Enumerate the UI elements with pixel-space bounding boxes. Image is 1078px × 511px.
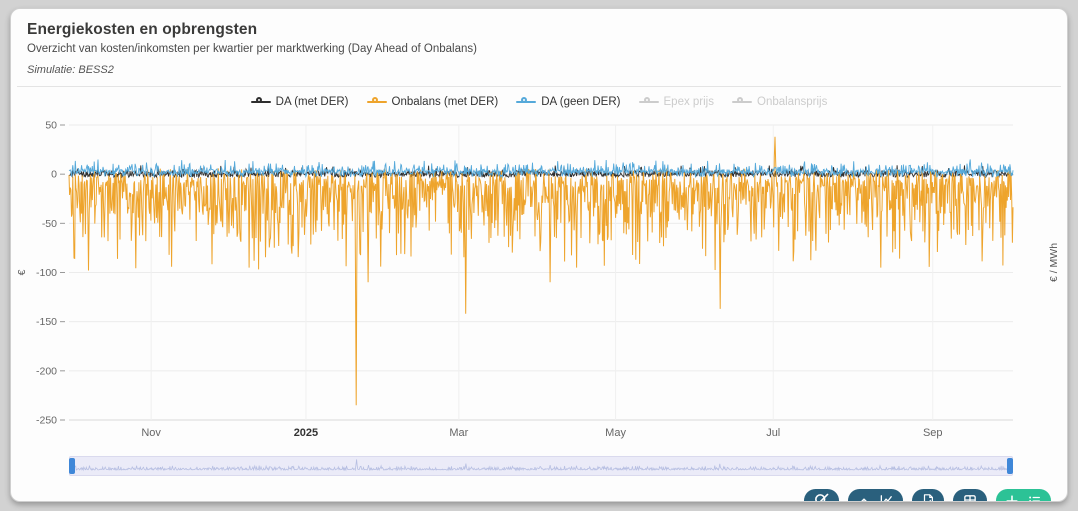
- svg-text:-50: -50: [42, 218, 57, 230]
- panel-header: Energiekosten en opbrengsten Overzicht v…: [11, 9, 1067, 76]
- svg-text:Jul: Jul: [766, 427, 780, 439]
- legend-label: Onbalans (met DER): [391, 96, 499, 108]
- add-series-button[interactable]: [996, 489, 1051, 501]
- line-chart-icon: [879, 493, 894, 501]
- legend-label: Epex prijs: [663, 96, 715, 108]
- svg-text:-150: -150: [36, 316, 57, 328]
- navigator-left-handle[interactable]: [69, 458, 75, 474]
- legend-marker-icon: [638, 97, 659, 107]
- legend-item-5[interactable]: Onbalansprijs: [732, 96, 827, 108]
- range-navigator[interactable]: [69, 456, 1013, 476]
- legend-item-1[interactable]: DA (met DER): [250, 96, 349, 108]
- svg-text:-100: -100: [36, 267, 57, 279]
- svg-text:Nov: Nov: [141, 427, 161, 439]
- reset-zoom-button[interactable]: [804, 489, 839, 501]
- legend-label: Onbalansprijs: [757, 96, 828, 108]
- chart-options-button[interactable]: [848, 489, 903, 501]
- svg-text:May: May: [605, 427, 626, 439]
- header-divider: [17, 86, 1061, 87]
- table-icon: [962, 493, 978, 501]
- data-table-button[interactable]: [953, 489, 987, 501]
- svg-text:2025: 2025: [294, 427, 318, 439]
- page-subtitle: Overzicht van kosten/inkomsten per kwart…: [27, 43, 477, 55]
- navigator-right-handle[interactable]: [1007, 458, 1013, 474]
- chart-legend: DA (met DER) Onbalans (met DER) DA (geen D…: [11, 89, 1067, 115]
- legend-label: DA (geen DER): [541, 96, 621, 108]
- checklist-icon: [1027, 494, 1042, 501]
- chart-canvas[interactable]: 50 0 -50 -100 -150 -200 -250 Nov 2025 Mar May Jul Se…: [11, 115, 1068, 445]
- svg-text:€ / MWh: € / MWh: [1048, 243, 1060, 282]
- legend-label: DA (met DER): [275, 96, 349, 108]
- legend-marker-icon: [732, 97, 752, 107]
- svg-text:0: 0: [51, 169, 57, 181]
- page-title: Energiekosten en opbrengsten: [27, 21, 258, 38]
- svg-text:Mar: Mar: [449, 427, 468, 439]
- magnifier-off-icon: [813, 492, 830, 501]
- chart-toolbar: [11, 489, 1067, 501]
- legend-item-3[interactable]: DA (geen DER): [516, 96, 621, 108]
- svg-text:Sep: Sep: [923, 427, 943, 439]
- svg-text:50: 50: [45, 120, 57, 132]
- chevron-up-icon: [857, 494, 871, 501]
- navigator-mini-chart: [70, 459, 1012, 472]
- simulation-label: Simulatie: BESS2: [27, 64, 114, 76]
- legend-item-4[interactable]: Epex prijs: [638, 96, 715, 108]
- svg-text:-200: -200: [36, 365, 57, 377]
- chart-area: 50 0 -50 -100 -150 -200 -250 Nov 2025 Mar May Jul Se…: [11, 115, 1067, 450]
- svg-text:-250: -250: [36, 415, 57, 427]
- legend-item-2[interactable]: Onbalans (met DER): [366, 96, 499, 108]
- legend-marker-icon: [250, 97, 271, 107]
- legend-marker-icon: [366, 97, 387, 107]
- svg-text:€: €: [16, 269, 28, 275]
- file-image-icon: [921, 493, 935, 501]
- plus-icon: [1005, 494, 1019, 501]
- export-image-button[interactable]: [912, 489, 944, 501]
- legend-marker-icon: [516, 97, 537, 107]
- energy-cost-panel: Energiekosten en opbrengsten Overzicht v…: [10, 8, 1068, 502]
